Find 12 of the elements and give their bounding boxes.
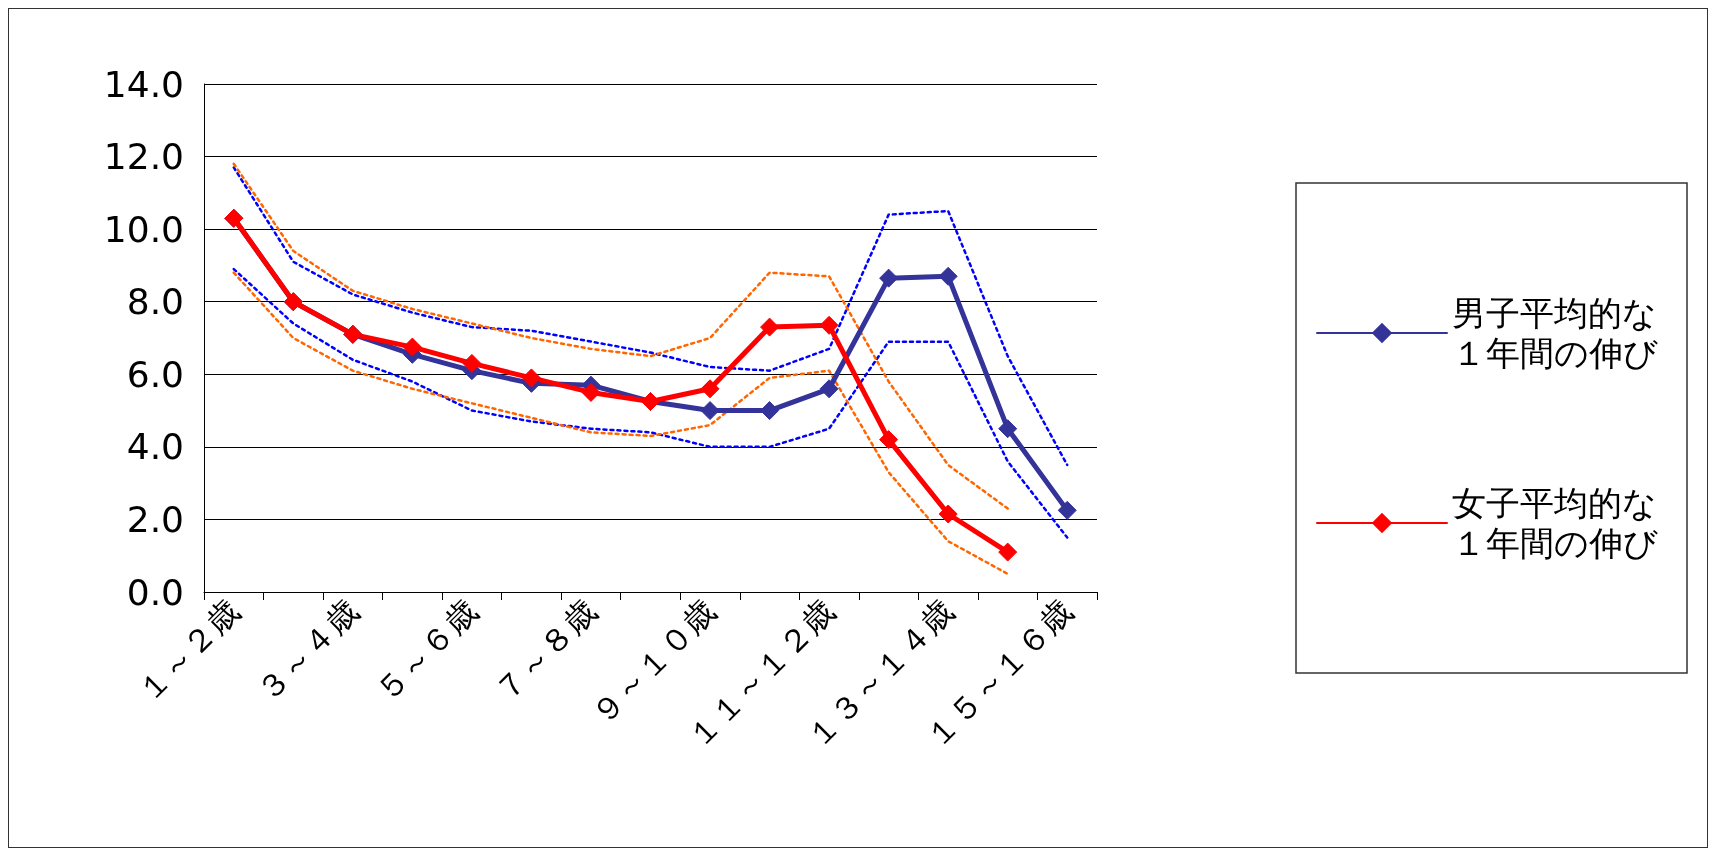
y-tick-label: 14.0	[103, 63, 184, 105]
y-tick-label: 0.0	[126, 571, 184, 613]
y-tick-label: 8.0	[126, 281, 184, 323]
y-tick-label: 12.0	[103, 136, 184, 178]
legend-label: 男子平均的な１年間の伸び	[1452, 293, 1658, 373]
x-tick-label: ３～４歳	[248, 592, 367, 710]
x-tick-label: ５～６歳	[367, 592, 486, 710]
y-tick-label: 4.0	[126, 426, 184, 468]
y-tick-label: 6.0	[126, 353, 184, 395]
y-tick-label: 10.0	[103, 208, 184, 250]
legend-label: 女子平均的な１年間の伸び	[1452, 483, 1658, 563]
y-tick-label: 2.0	[126, 498, 184, 540]
